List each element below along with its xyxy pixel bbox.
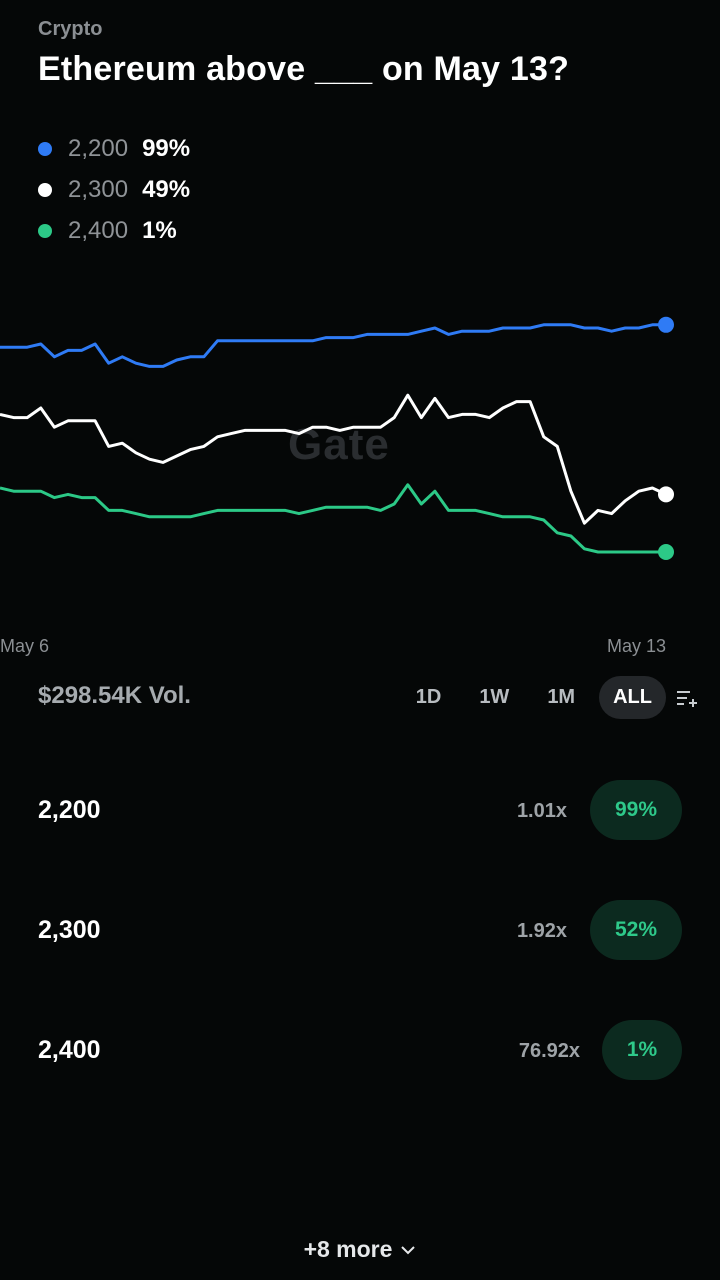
volume-label: $298.54K Vol. <box>38 682 191 709</box>
x-axis-start-label: May 6 <box>0 636 50 656</box>
market-title: Ethereum above ___ on May 13? <box>38 50 570 88</box>
outcome-label: 2,200 <box>38 796 101 824</box>
outcome-label: 2,300 <box>38 916 101 944</box>
legend-dot-2400 <box>38 223 52 238</box>
legend-item-2300: 2,300 49% <box>38 169 190 210</box>
show-more-label: +8 more <box>303 1236 393 1262</box>
series-end-point-0 <box>658 316 674 333</box>
filter-add-icon[interactable] <box>676 688 698 708</box>
outcome-multiplier: 1.01x <box>516 800 567 822</box>
show-more-button[interactable]: +8 more <box>0 1236 720 1263</box>
outcome-multiplier: 76.92x <box>518 1040 580 1062</box>
range-1m-button[interactable]: 1M <box>547 686 576 708</box>
legend-percent: 1% <box>142 216 177 244</box>
outcome-row-2400[interactable]: 2,400 76.92x 1% <box>0 1000 720 1120</box>
series-end-point-2 <box>658 544 674 560</box>
range-1w-button[interactable]: 1W <box>479 686 510 708</box>
legend-percent: 99% <box>142 134 191 162</box>
series-line-2 <box>0 483 666 554</box>
outcome-row-2200[interactable]: 2,200 1.01x 99% <box>0 760 720 880</box>
series-end-point-1 <box>658 486 674 503</box>
chart-legend: 2,200 99% 2,300 49% 2,400 1% <box>38 128 190 251</box>
outcome-row-2300[interactable]: 2,300 1.92x 52% <box>0 880 720 1000</box>
time-range-selector: 1D 1W 1M ALL <box>392 676 698 719</box>
price-chart[interactable] <box>0 270 720 620</box>
range-all-button[interactable]: ALL <box>599 676 666 719</box>
legend-level: 2,300 <box>68 175 129 203</box>
category-label: Crypto <box>38 18 103 40</box>
legend-percent: 49% <box>142 175 191 203</box>
range-1d-button[interactable]: 1D <box>415 686 442 708</box>
series-line-0 <box>0 323 666 368</box>
outcome-percent-button[interactable]: 52% <box>590 900 682 960</box>
outcome-percent-button[interactable]: 1% <box>602 1020 682 1080</box>
outcome-list: 2,200 1.01x 99% 2,300 1.92x 52% 2,400 76… <box>0 760 720 1120</box>
legend-item-2200: 2,200 99% <box>38 128 190 169</box>
legend-item-2400: 2,400 1% <box>38 210 190 251</box>
legend-dot-2200 <box>38 141 52 156</box>
legend-dot-2300 <box>38 182 52 197</box>
legend-level: 2,200 <box>68 134 129 162</box>
outcome-label: 2,400 <box>38 1036 101 1064</box>
x-axis-end-label: May 13 <box>606 636 666 656</box>
outcome-percent-button[interactable]: 99% <box>590 780 682 840</box>
legend-level: 2,400 <box>68 216 129 244</box>
series-line-1 <box>0 393 667 525</box>
chevron-down-icon <box>401 1245 416 1254</box>
outcome-multiplier: 1.92x <box>516 920 567 942</box>
